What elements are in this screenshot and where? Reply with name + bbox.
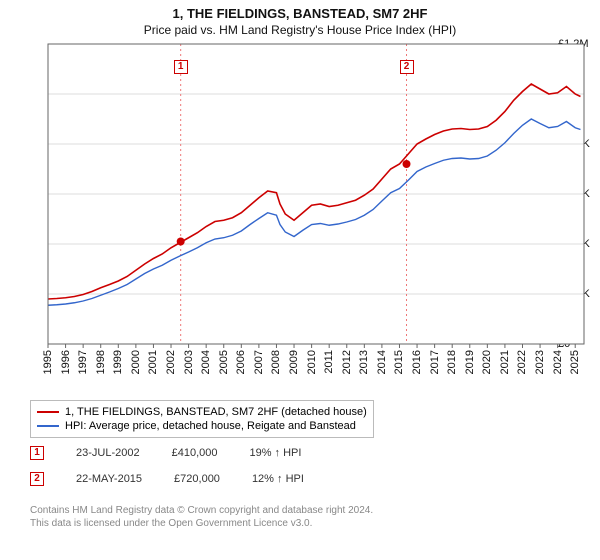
legend-swatch-hpi xyxy=(37,425,59,427)
xtick-label: 2003 xyxy=(183,350,195,374)
xtick-label: 2022 xyxy=(516,350,528,374)
xtick-label: 2000 xyxy=(130,350,142,374)
sale-marker-badge: 1 xyxy=(174,60,188,74)
sale-date: 22-MAY-2015 xyxy=(76,473,142,485)
chart-container: 1, THE FIELDINGS, BANSTEAD, SM7 2HF Pric… xyxy=(0,0,600,560)
sale-price: £410,000 xyxy=(172,447,218,459)
legend-label-hpi: HPI: Average price, detached house, Reig… xyxy=(65,420,356,432)
xtick-label: 1996 xyxy=(60,350,72,374)
xtick-label: 1999 xyxy=(112,350,124,374)
legend-row-hpi: HPI: Average price, detached house, Reig… xyxy=(37,419,367,433)
xtick-label: 2001 xyxy=(147,350,159,374)
xtick-label: 1997 xyxy=(77,350,89,374)
xtick-label: 2010 xyxy=(306,350,318,374)
sale-delta: 12% ↑ HPI xyxy=(252,473,304,485)
sale-marker-badge: 2 xyxy=(400,60,414,74)
legend-row-property: 1, THE FIELDINGS, BANSTEAD, SM7 2HF (det… xyxy=(37,405,367,419)
xtick-label: 2013 xyxy=(358,350,370,374)
xtick-label: 2017 xyxy=(429,350,441,374)
legend-swatch-property xyxy=(37,411,59,413)
xtick-label: 2006 xyxy=(235,350,247,374)
xtick-label: 2005 xyxy=(218,350,230,374)
legend: 1, THE FIELDINGS, BANSTEAD, SM7 2HF (det… xyxy=(30,400,374,438)
xtick-label: 2025 xyxy=(569,350,581,374)
xtick-label: 2016 xyxy=(411,350,423,374)
attribution-line1: Contains HM Land Registry data © Crown c… xyxy=(30,504,373,517)
xtick-label: 2002 xyxy=(165,350,177,374)
sale-row-badge: 1 xyxy=(30,446,44,460)
attribution: Contains HM Land Registry data © Crown c… xyxy=(30,504,373,530)
xtick-label: 2014 xyxy=(376,350,388,374)
legend-label-property: 1, THE FIELDINGS, BANSTEAD, SM7 2HF (det… xyxy=(65,406,367,418)
xtick-label: 2011 xyxy=(323,350,335,374)
attribution-line2: This data is licensed under the Open Gov… xyxy=(30,517,373,530)
xtick-label: 2015 xyxy=(393,350,405,374)
sale-price: £720,000 xyxy=(174,473,220,485)
xtick-label: 2018 xyxy=(446,350,458,374)
xtick-label: 2007 xyxy=(253,350,265,374)
xtick-label: 2009 xyxy=(288,350,300,374)
sale-date: 23-JUL-2002 xyxy=(76,447,140,459)
xtick-label: 1995 xyxy=(42,350,54,374)
sale-row: 1 23-JUL-2002 £410,000 19% ↑ HPI xyxy=(30,446,301,460)
xtick-label: 2004 xyxy=(200,350,212,374)
xtick-label: 2020 xyxy=(481,350,493,374)
xtick-label: 2023 xyxy=(534,350,546,374)
xtick-label: 2019 xyxy=(464,350,476,374)
sale-row: 2 22-MAY-2015 £720,000 12% ↑ HPI xyxy=(30,472,304,486)
xtick-label: 2021 xyxy=(499,350,511,374)
xtick-label: 1998 xyxy=(95,350,107,374)
sale-delta: 19% ↑ HPI xyxy=(249,447,301,459)
xtick-label: 2012 xyxy=(341,350,353,374)
sale-row-badge: 2 xyxy=(30,472,44,486)
xtick-label: 2008 xyxy=(270,350,282,374)
xtick-label: 2024 xyxy=(552,350,564,374)
